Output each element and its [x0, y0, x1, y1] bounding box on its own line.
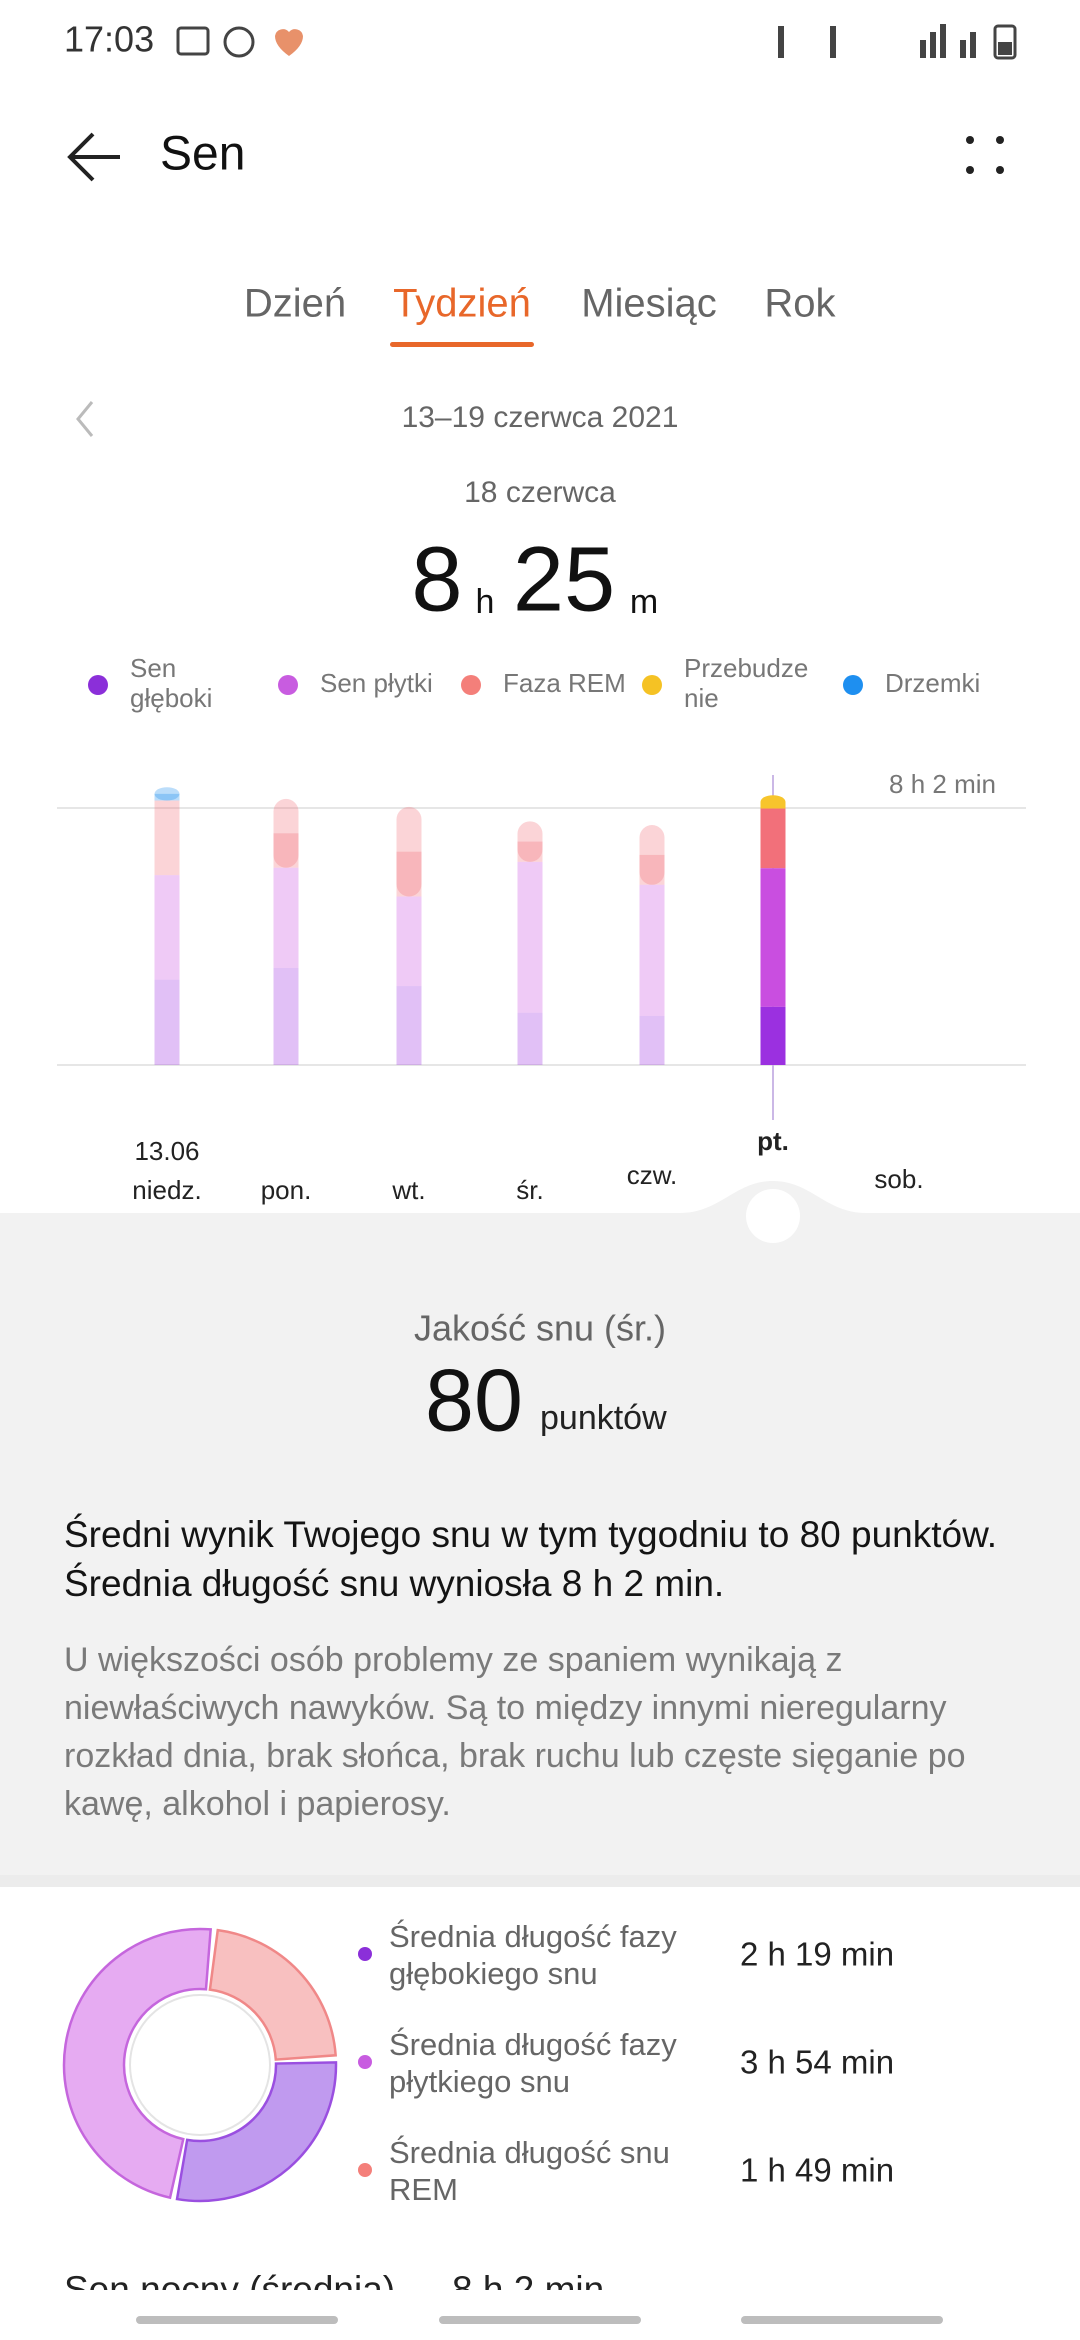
breakdown-label: Średnia długość fazy [389, 2026, 677, 2062]
day-label[interactable]: sob. [874, 1164, 923, 1194]
legend-label: Drzemki [885, 668, 980, 698]
bar-segment [396, 896, 422, 987]
reference-label: 8 h 2 min [889, 769, 996, 799]
legend-label: Faza REM [503, 668, 626, 698]
bar-segment [639, 1015, 665, 1065]
bar-segment [396, 806, 422, 897]
donut-hole [129, 1994, 271, 2136]
quality-score: 80 [425, 1350, 523, 1449]
duration-minutes: 25 [513, 528, 615, 630]
bar-segment-fill [273, 833, 299, 868]
bar-segment [154, 787, 180, 801]
legend-dot [843, 675, 863, 695]
summary-text: Średni wynik Twojego snu w tym tygodniu … [64, 1514, 998, 1604]
donut-segment [175, 2061, 338, 2203]
nav-bar[interactable] [439, 2316, 641, 2324]
breakdown-dot [358, 1947, 372, 1961]
back-button[interactable] [67, 132, 120, 182]
bar-segment-fill [396, 851, 422, 897]
nav-bar[interactable] [136, 2316, 338, 2324]
day-date: 13.06 [134, 1136, 199, 1166]
legend-dot [642, 675, 662, 695]
breakdown-value: 2 h 19 min [740, 1936, 894, 1973]
day-label[interactable]: śr. [516, 1175, 543, 1205]
tab[interactable]: Dzień [244, 282, 346, 326]
duration-hours: 8 [411, 528, 462, 630]
bar-segment [517, 821, 543, 862]
footer-fade [0, 2290, 1080, 2340]
breakdown-label: głębokiego snu [389, 1956, 598, 1991]
quality-unit: punktów [540, 1399, 667, 1437]
breakdown-dot [358, 2055, 372, 2069]
day-label[interactable]: wt. [391, 1175, 425, 1205]
bar-segment [639, 884, 665, 1016]
bar-segment-fill [154, 793, 180, 801]
prev-period[interactable] [76, 401, 94, 437]
advice-text: U większości osób problemy ze spaniem wy… [64, 1641, 966, 1823]
selected-day: 18 czerwca [464, 476, 616, 509]
lower-panel [0, 1181, 1080, 1875]
legend-label: nie [684, 683, 719, 713]
day-label[interactable]: czw. [627, 1160, 678, 1190]
page-title: Sen [160, 128, 245, 181]
status-icons [176, 24, 1017, 60]
day-label[interactable]: niedz. [132, 1175, 201, 1205]
bar-segment [273, 867, 299, 968]
breakdown-label: REM [389, 2172, 458, 2207]
bar-segment [396, 986, 422, 1065]
bar-segment-fill [760, 801, 786, 809]
nav-bar[interactable] [741, 2316, 943, 2324]
duration-minutes-unit: m [630, 583, 658, 621]
bar-segment [517, 1012, 543, 1065]
legend-label: głęboki [130, 683, 212, 713]
tab[interactable]: Tydzień [393, 282, 531, 326]
bar-segment [154, 979, 180, 1065]
donut-segment [62, 1927, 213, 2200]
bar-segment [517, 861, 543, 1013]
breakdown-value: 3 h 54 min [740, 2044, 894, 2081]
bar-segment [760, 1006, 786, 1065]
day-label[interactable]: pon. [261, 1175, 312, 1205]
breakdown-label: Średnia długość fazy [389, 1918, 677, 1954]
bar-segment [760, 808, 786, 869]
period-range: 13–19 czerwca 2021 [402, 401, 679, 434]
bar-segment [154, 875, 180, 980]
legend-label: Przebudze [684, 653, 808, 683]
bar-segment [273, 798, 299, 868]
tab-underline [390, 342, 534, 347]
tab[interactable]: Rok [764, 282, 836, 326]
donut-segment [208, 1928, 337, 2061]
legend-dot [461, 675, 481, 695]
breakdown-label: płytkiego snu [389, 2064, 570, 2099]
legend-dot [278, 675, 298, 695]
bar-segment-fill [517, 841, 543, 862]
legend-label: Sen [130, 653, 176, 683]
legend-label: Sen płytki [320, 668, 433, 698]
breakdown-value: 1 h 49 min [740, 2152, 894, 2189]
legend-dot [88, 675, 108, 695]
separator [0, 1875, 1080, 1887]
bar-segment [760, 868, 786, 1007]
menu-button[interactable] [966, 136, 1004, 174]
duration-hours-unit: h [476, 583, 495, 621]
tab[interactable]: Miesiąc [581, 282, 717, 326]
selector-knob[interactable] [746, 1189, 800, 1243]
breakdown-label: Średnia długość snu [389, 2134, 670, 2170]
day-label[interactable]: pt. [757, 1126, 789, 1156]
bar-segment [154, 800, 180, 876]
bar-segment [273, 967, 299, 1065]
breakdown-dot [358, 2163, 372, 2177]
clock: 17:03 [64, 19, 154, 60]
quality-title: Jakość snu (śr.) [414, 1308, 666, 1349]
bar-segment [639, 825, 665, 885]
bar-segment-fill [639, 854, 665, 885]
